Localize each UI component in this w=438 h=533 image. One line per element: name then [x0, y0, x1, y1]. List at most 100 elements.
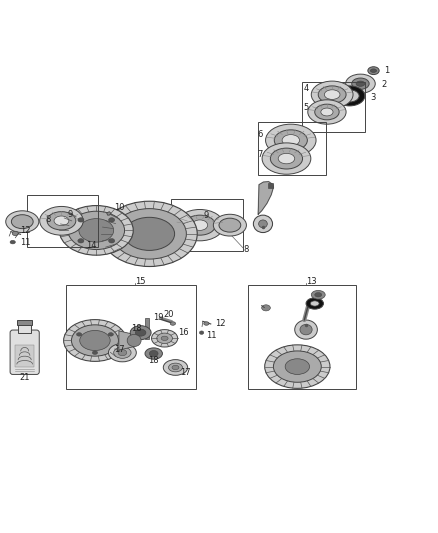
Text: 18: 18	[131, 324, 142, 333]
Ellipse shape	[127, 334, 141, 346]
Ellipse shape	[163, 360, 187, 375]
Ellipse shape	[59, 206, 133, 255]
Text: 9: 9	[204, 211, 209, 220]
Ellipse shape	[157, 333, 173, 344]
Text: 15: 15	[135, 277, 146, 286]
Ellipse shape	[169, 363, 183, 372]
Ellipse shape	[321, 108, 333, 116]
Ellipse shape	[102, 201, 197, 266]
Ellipse shape	[114, 347, 131, 358]
Polygon shape	[119, 331, 134, 350]
Ellipse shape	[54, 216, 69, 225]
Ellipse shape	[282, 135, 300, 146]
Ellipse shape	[306, 298, 323, 309]
Ellipse shape	[265, 124, 316, 156]
Ellipse shape	[184, 215, 215, 235]
Ellipse shape	[308, 100, 346, 124]
Ellipse shape	[78, 239, 84, 243]
Ellipse shape	[270, 148, 303, 169]
Ellipse shape	[340, 90, 359, 102]
Bar	[258, 122, 325, 175]
Ellipse shape	[161, 336, 168, 341]
Text: 20: 20	[163, 310, 174, 319]
Ellipse shape	[135, 329, 146, 336]
Text: 8: 8	[243, 245, 248, 254]
Ellipse shape	[11, 215, 33, 229]
Ellipse shape	[334, 86, 365, 106]
Ellipse shape	[368, 67, 379, 75]
Text: 19: 19	[153, 313, 163, 322]
Ellipse shape	[192, 220, 208, 230]
Text: 7: 7	[257, 150, 263, 159]
Bar	[66, 285, 196, 389]
Ellipse shape	[265, 345, 330, 389]
Ellipse shape	[149, 351, 158, 357]
Text: 11: 11	[20, 238, 30, 247]
Text: 5: 5	[304, 103, 309, 112]
Ellipse shape	[40, 206, 83, 235]
Ellipse shape	[77, 333, 82, 336]
Text: 21: 21	[19, 373, 30, 382]
Ellipse shape	[176, 209, 224, 241]
Ellipse shape	[324, 90, 340, 99]
Bar	[15, 345, 34, 367]
Ellipse shape	[80, 330, 110, 351]
Text: 4: 4	[304, 84, 309, 93]
Ellipse shape	[213, 214, 247, 236]
Text: 11: 11	[206, 331, 216, 340]
Ellipse shape	[68, 211, 124, 249]
Ellipse shape	[311, 301, 319, 306]
Ellipse shape	[315, 104, 339, 120]
Ellipse shape	[130, 326, 151, 340]
Ellipse shape	[311, 290, 325, 299]
Ellipse shape	[261, 305, 270, 311]
Ellipse shape	[47, 212, 76, 230]
Ellipse shape	[64, 320, 126, 361]
Ellipse shape	[346, 74, 375, 93]
Text: 2: 2	[381, 80, 386, 89]
Text: 6: 6	[257, 130, 263, 139]
Ellipse shape	[318, 86, 346, 103]
Text: 8: 8	[46, 215, 51, 223]
Text: 12: 12	[20, 227, 30, 235]
Text: 9: 9	[67, 210, 73, 219]
Bar	[248, 285, 356, 389]
Ellipse shape	[219, 218, 241, 232]
Ellipse shape	[6, 211, 39, 232]
Bar	[18, 325, 31, 333]
Text: 3: 3	[371, 93, 376, 102]
Ellipse shape	[152, 329, 178, 347]
Ellipse shape	[258, 220, 267, 228]
Ellipse shape	[170, 322, 176, 325]
Ellipse shape	[124, 217, 175, 251]
FancyBboxPatch shape	[10, 330, 39, 375]
Ellipse shape	[285, 359, 310, 375]
Text: 17: 17	[115, 345, 125, 354]
Ellipse shape	[79, 219, 114, 242]
Ellipse shape	[109, 344, 136, 362]
Polygon shape	[107, 212, 111, 215]
Ellipse shape	[253, 215, 272, 232]
Ellipse shape	[109, 239, 115, 243]
Bar	[302, 82, 365, 132]
Ellipse shape	[278, 154, 295, 164]
Ellipse shape	[113, 208, 186, 259]
Ellipse shape	[71, 325, 118, 356]
Text: 18: 18	[148, 356, 159, 365]
Text: 10: 10	[114, 203, 124, 212]
Ellipse shape	[315, 293, 322, 297]
Ellipse shape	[118, 350, 127, 356]
Ellipse shape	[300, 325, 312, 335]
Ellipse shape	[172, 365, 179, 370]
Ellipse shape	[352, 78, 369, 90]
Ellipse shape	[10, 240, 15, 244]
Ellipse shape	[199, 331, 204, 334]
Polygon shape	[258, 182, 273, 214]
Text: 13: 13	[306, 277, 317, 286]
Ellipse shape	[262, 143, 311, 174]
Ellipse shape	[92, 351, 98, 354]
Bar	[17, 320, 32, 325]
Text: 17: 17	[180, 368, 191, 377]
Ellipse shape	[273, 351, 321, 382]
Ellipse shape	[204, 322, 209, 325]
